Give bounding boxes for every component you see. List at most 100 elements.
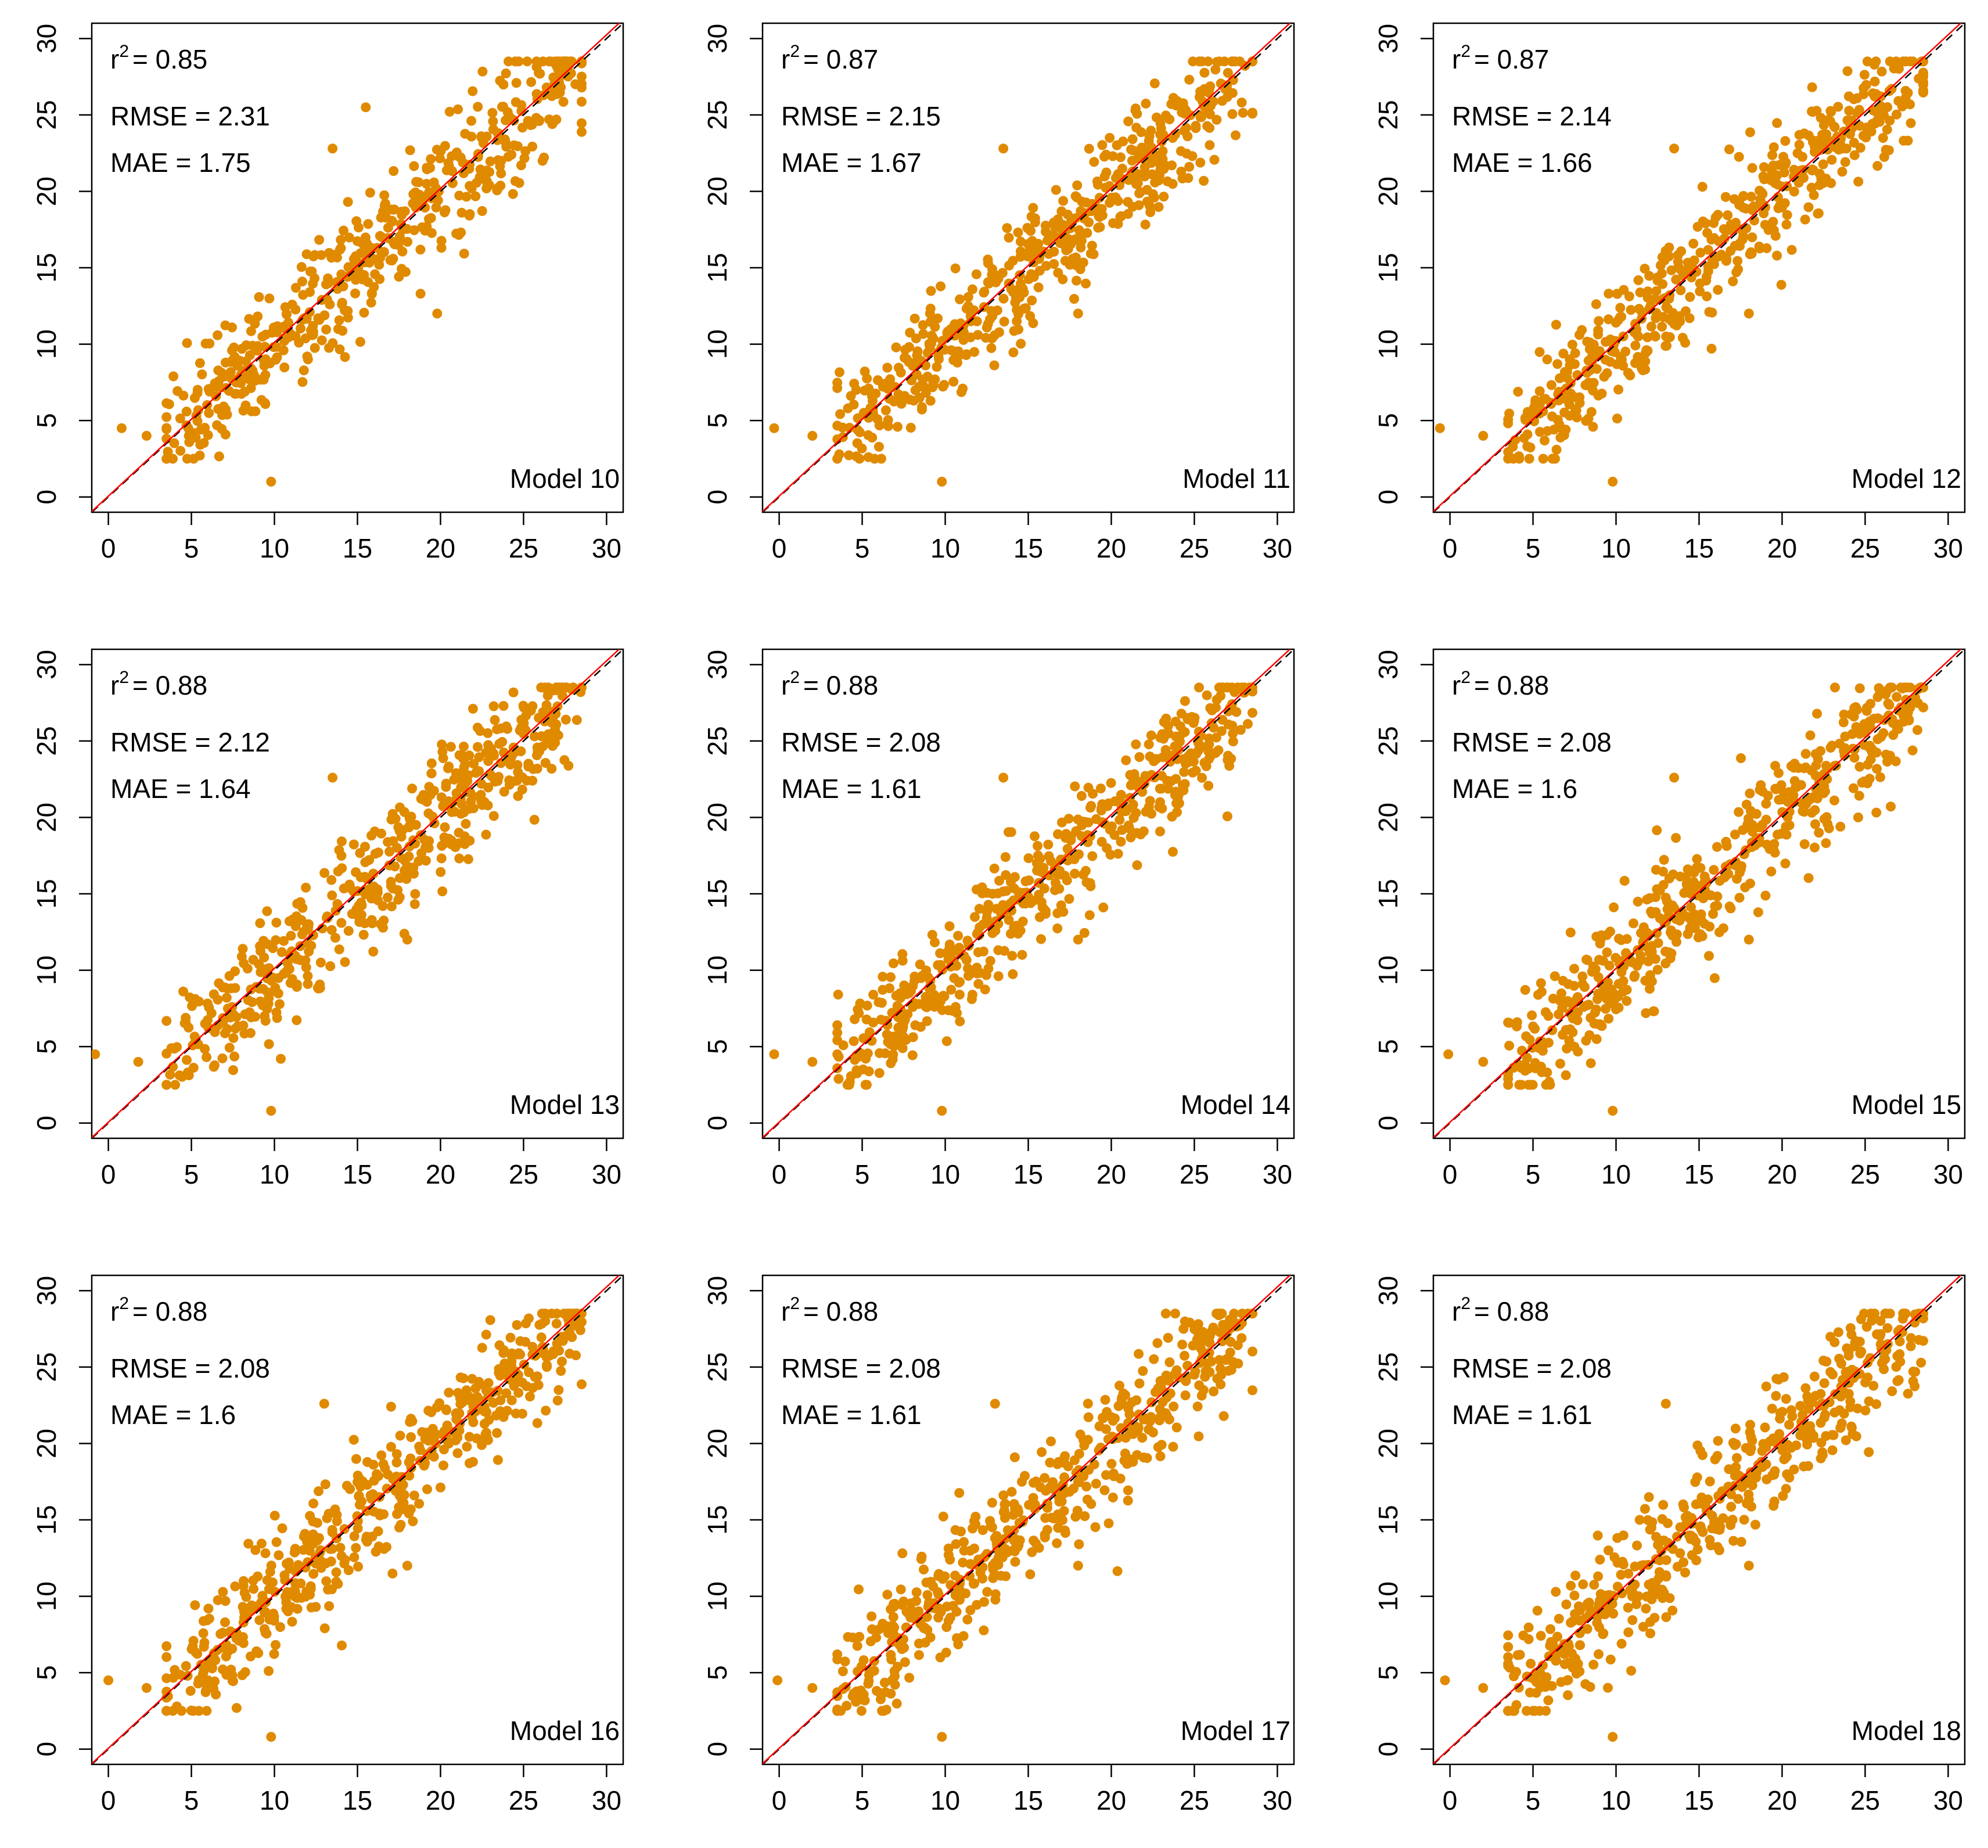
data-point — [161, 1692, 172, 1703]
data-point — [1080, 1511, 1090, 1522]
data-point — [1537, 1660, 1548, 1671]
data-point — [1538, 454, 1548, 464]
data-point — [989, 864, 1000, 873]
data-point — [1011, 292, 1021, 303]
data-point — [313, 983, 323, 994]
data-point — [952, 1633, 962, 1644]
data-point — [1199, 757, 1210, 768]
data-point — [1069, 1455, 1080, 1465]
data-point — [1171, 774, 1181, 784]
data-point — [1881, 145, 1891, 155]
data-point — [498, 102, 508, 112]
data-point — [494, 1340, 505, 1350]
data-point — [837, 1666, 848, 1677]
data-point — [1906, 1333, 1916, 1343]
data-point — [1578, 1579, 1588, 1590]
data-point — [1076, 831, 1087, 842]
data-point — [343, 197, 353, 207]
data-point — [387, 809, 398, 819]
data-point — [1084, 143, 1094, 154]
mae-stat: MAE = 1.61 — [781, 1400, 922, 1430]
data-point — [937, 476, 947, 487]
data-point — [1782, 1469, 1792, 1479]
data-point — [328, 143, 338, 154]
data-point — [386, 1401, 396, 1412]
data-point — [336, 918, 347, 928]
data-point — [466, 796, 476, 807]
data-point — [255, 918, 265, 929]
data-point — [1810, 792, 1820, 801]
data-point — [1678, 1557, 1689, 1567]
data-point — [886, 1039, 896, 1049]
data-point — [161, 1641, 172, 1651]
data-point — [1830, 682, 1840, 693]
data-point — [1072, 180, 1083, 190]
data-point — [1199, 67, 1210, 78]
data-point — [276, 1054, 286, 1064]
data-point — [1678, 1499, 1688, 1509]
data-point — [401, 874, 412, 884]
data-point — [1175, 146, 1186, 156]
data-point — [851, 451, 861, 462]
data-point — [317, 335, 327, 346]
data-point — [1782, 210, 1792, 220]
data-point — [979, 287, 989, 298]
fit-line — [1433, 649, 1962, 1138]
data-point — [1858, 89, 1869, 99]
data-point — [1634, 355, 1645, 365]
data-point — [986, 343, 997, 353]
data-point — [891, 991, 901, 1001]
data-point — [286, 930, 296, 941]
data-point — [493, 182, 504, 193]
data-point — [525, 1392, 535, 1402]
data-point — [355, 1482, 366, 1492]
data-point — [1212, 114, 1222, 125]
data-point — [534, 1320, 545, 1330]
r2-value: = 0.88 — [803, 1296, 878, 1326]
data-point — [141, 430, 152, 441]
y-tick-label: 15 — [31, 253, 62, 282]
data-point — [1671, 833, 1681, 843]
x-tick-label: 0 — [101, 1159, 116, 1189]
plot-area — [1433, 1275, 1965, 1764]
data-point — [1811, 783, 1821, 794]
data-point — [924, 339, 934, 349]
data-point — [941, 1648, 951, 1658]
data-point — [1060, 1528, 1070, 1538]
data-point — [1001, 870, 1011, 880]
data-point — [1013, 227, 1023, 238]
data-point — [383, 1469, 393, 1480]
fit-line — [763, 1275, 1291, 1764]
data-point — [1550, 971, 1560, 981]
data-point — [473, 742, 483, 752]
x-tick-label: 15 — [343, 1785, 372, 1815]
data-point — [378, 901, 388, 911]
data-point — [943, 954, 954, 965]
data-point — [1854, 1369, 1865, 1379]
data-point — [970, 912, 980, 922]
data-point — [856, 1706, 867, 1716]
data-point — [1545, 1080, 1555, 1090]
data-point — [1853, 812, 1863, 822]
data-point — [427, 1423, 438, 1434]
data-point — [972, 1599, 982, 1610]
data-point — [1883, 698, 1893, 709]
data-point — [1826, 178, 1836, 188]
data-point — [1574, 398, 1585, 408]
data-point — [1073, 1561, 1083, 1571]
data-point — [1799, 128, 1810, 139]
data-point — [306, 1602, 317, 1613]
data-point — [393, 894, 404, 905]
data-point — [336, 235, 346, 245]
y-tick-label: 30 — [1373, 650, 1403, 679]
data-point — [1616, 1570, 1626, 1580]
y-tick-label: 5 — [702, 1039, 732, 1054]
data-point — [1536, 1631, 1546, 1641]
data-point — [918, 320, 928, 330]
data-point — [1102, 1407, 1112, 1417]
data-point — [1212, 695, 1222, 705]
data-point — [1223, 68, 1233, 78]
data-point — [1028, 203, 1038, 213]
data-point — [444, 160, 454, 171]
data-point — [1523, 1622, 1534, 1633]
